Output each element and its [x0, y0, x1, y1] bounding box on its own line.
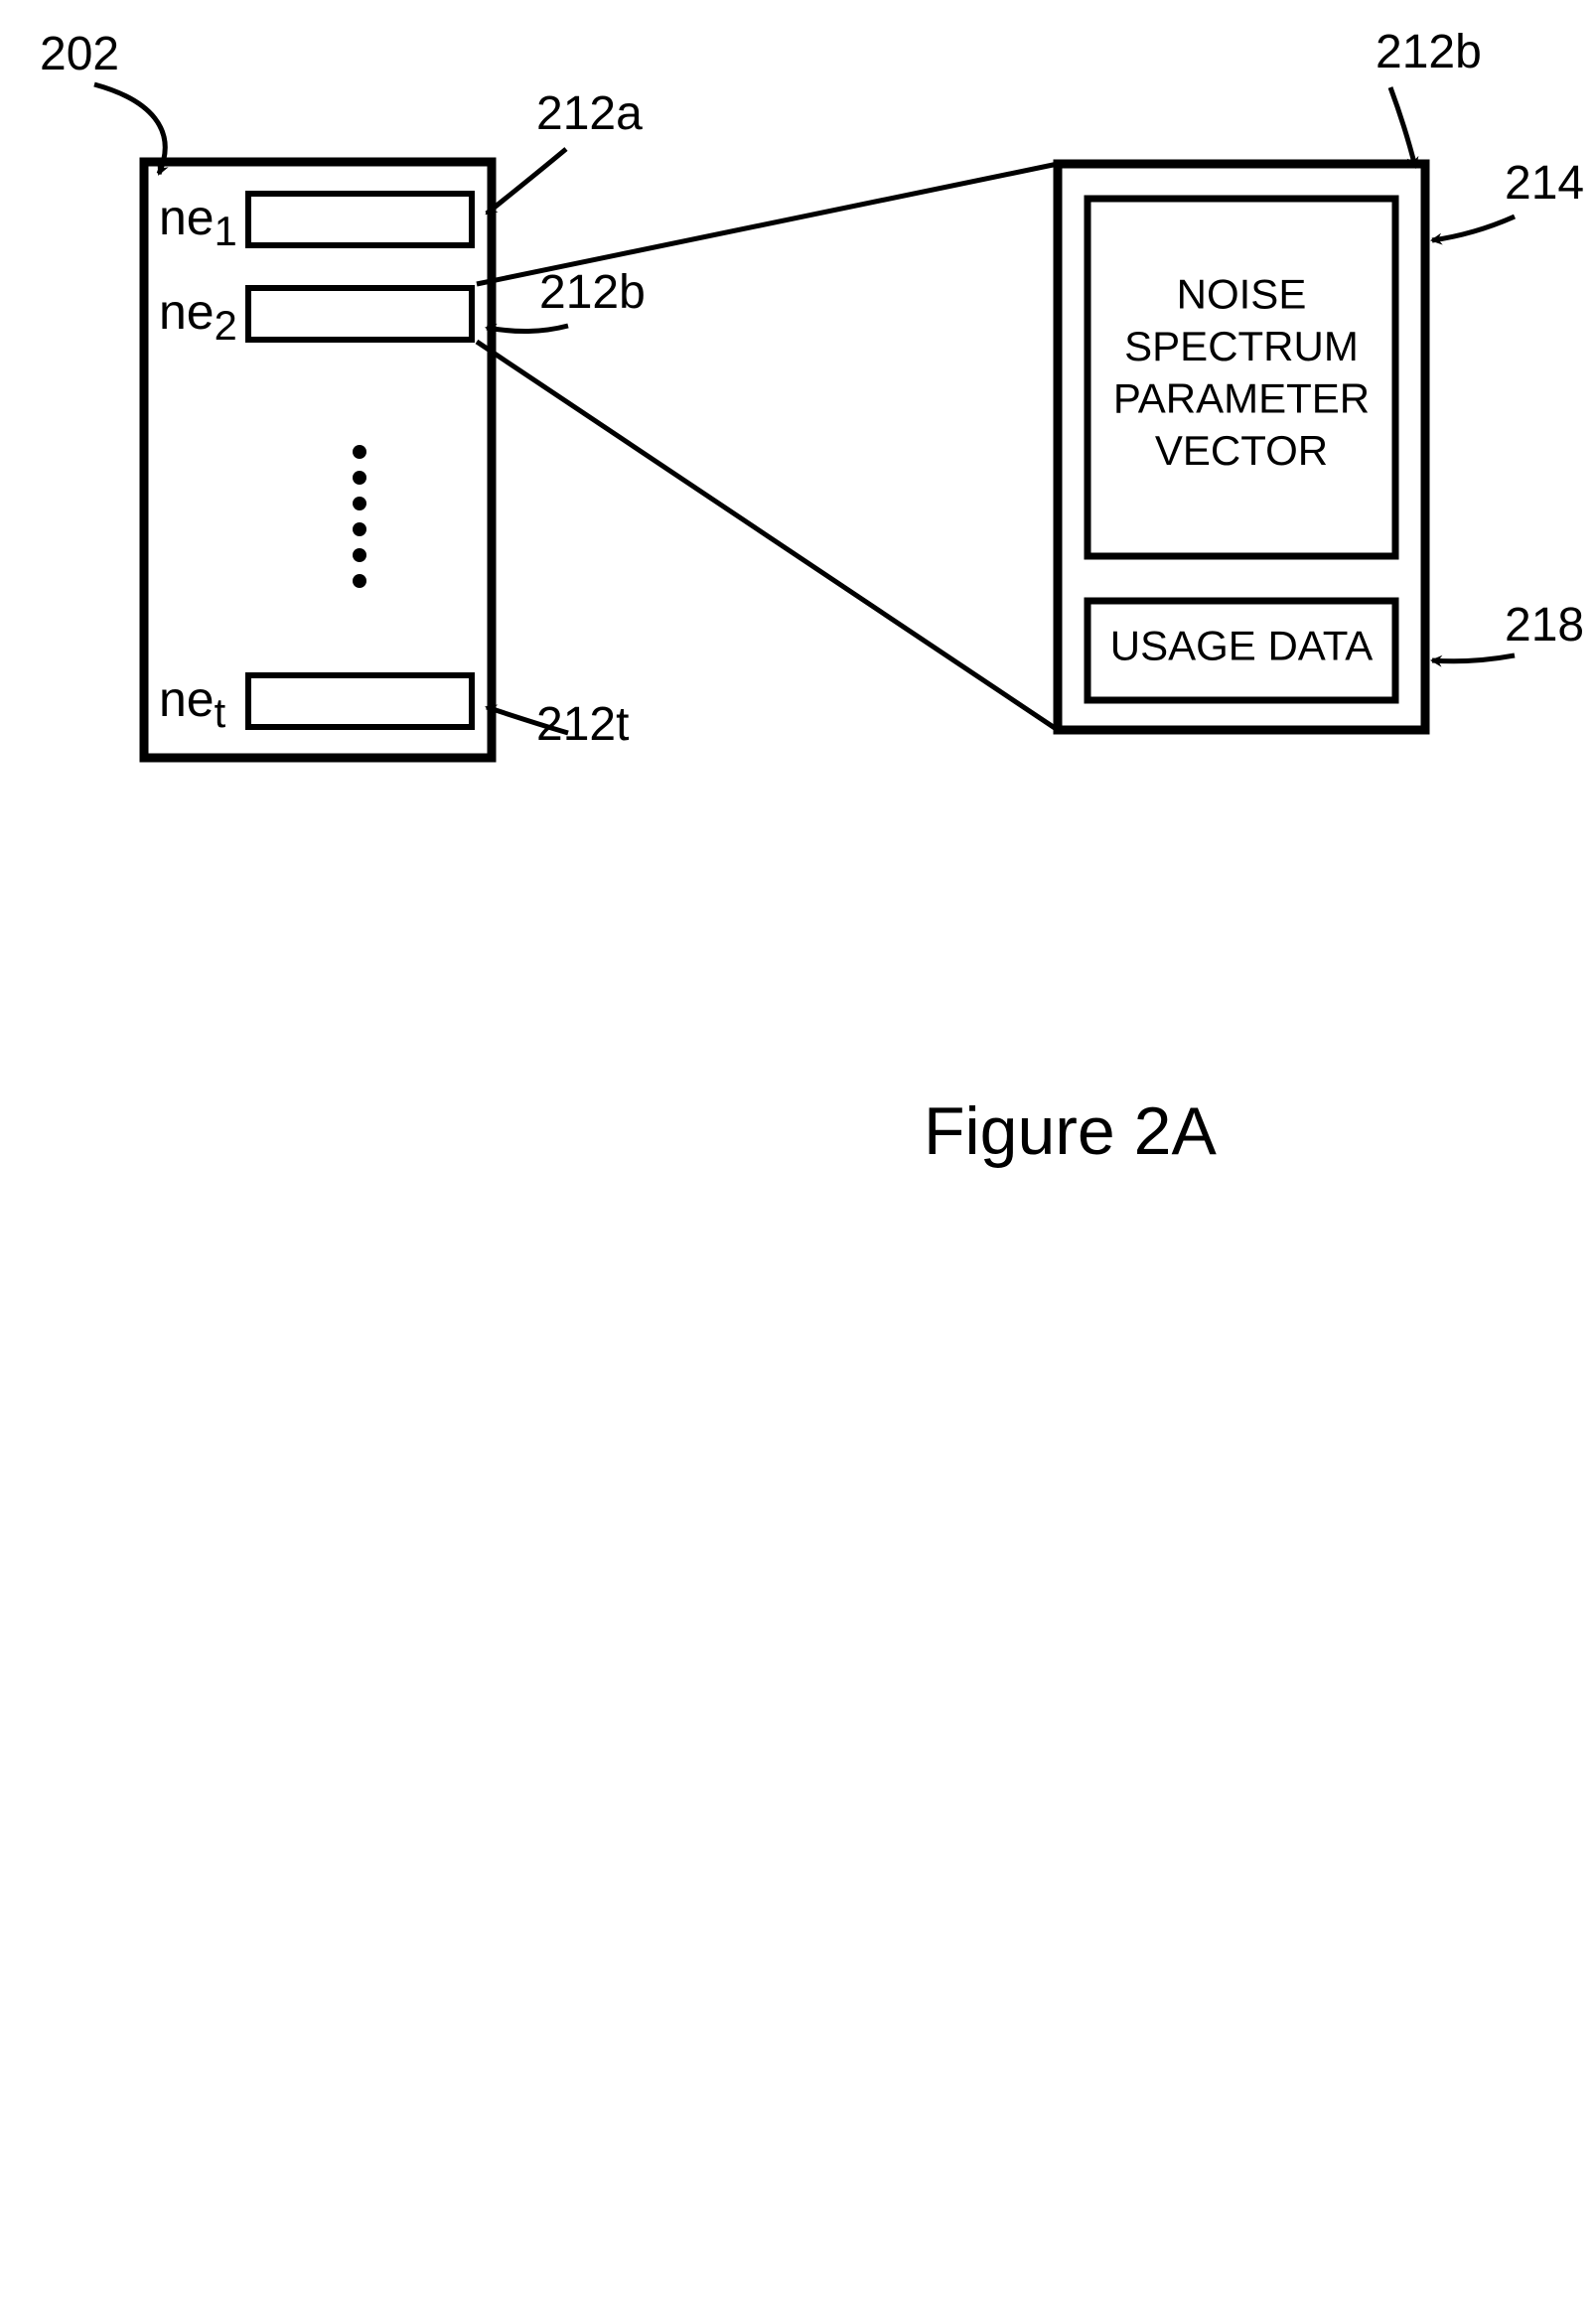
entry-label-ne1: ne1: [159, 189, 237, 255]
ellipsis-dot: [353, 471, 366, 485]
detail-text-vector: VECTOR: [1155, 427, 1328, 474]
ellipsis-dot: [353, 445, 366, 459]
ref-label-214_arc: 214: [1505, 157, 1584, 210]
ref-label-212t_arc: 212t: [536, 698, 629, 751]
ref-label-212b_detail: 212b: [1376, 26, 1482, 78]
ref-label-212b_arc: 212b: [539, 266, 646, 319]
callout-line-1: [477, 342, 1058, 730]
ref-arc-212a_arc: [487, 149, 566, 214]
ellipsis-dot: [353, 497, 366, 510]
ref-arc-218_arc: [1432, 655, 1515, 661]
entry-slot-ne1: [248, 194, 472, 245]
detail-text-vector: PARAMETER: [1113, 375, 1370, 422]
entry-slot-net: [248, 675, 472, 727]
entry-label-ne2: ne2: [159, 283, 237, 350]
entry-slot-ne2: [248, 288, 472, 340]
ref-arc-212b_detail: [1390, 87, 1415, 167]
detail-text-usage: USAGE DATA: [1110, 622, 1374, 668]
figure-label: Figure 2A: [924, 1092, 1217, 1170]
entry-label-net: net: [159, 670, 225, 737]
ellipsis-dot: [353, 548, 366, 562]
ref-arc-214_arc: [1432, 217, 1515, 240]
ref-label-212a_arc: 212a: [536, 87, 643, 140]
ref-arc-212b_arc: [487, 326, 568, 332]
detail-text-vector: NOISE: [1177, 271, 1307, 318]
ellipsis-dot: [353, 574, 366, 588]
detail-text-vector: SPECTRUM: [1124, 323, 1359, 369]
ref-label-202: 202: [40, 28, 119, 80]
diagram-svg: NOISE SPECTRUM PARAMETER VECTOR USAGE DATA 20…: [0, 0, 1596, 2317]
ellipsis-dot: [353, 522, 366, 536]
ref-label-218_arc: 218: [1505, 599, 1584, 652]
